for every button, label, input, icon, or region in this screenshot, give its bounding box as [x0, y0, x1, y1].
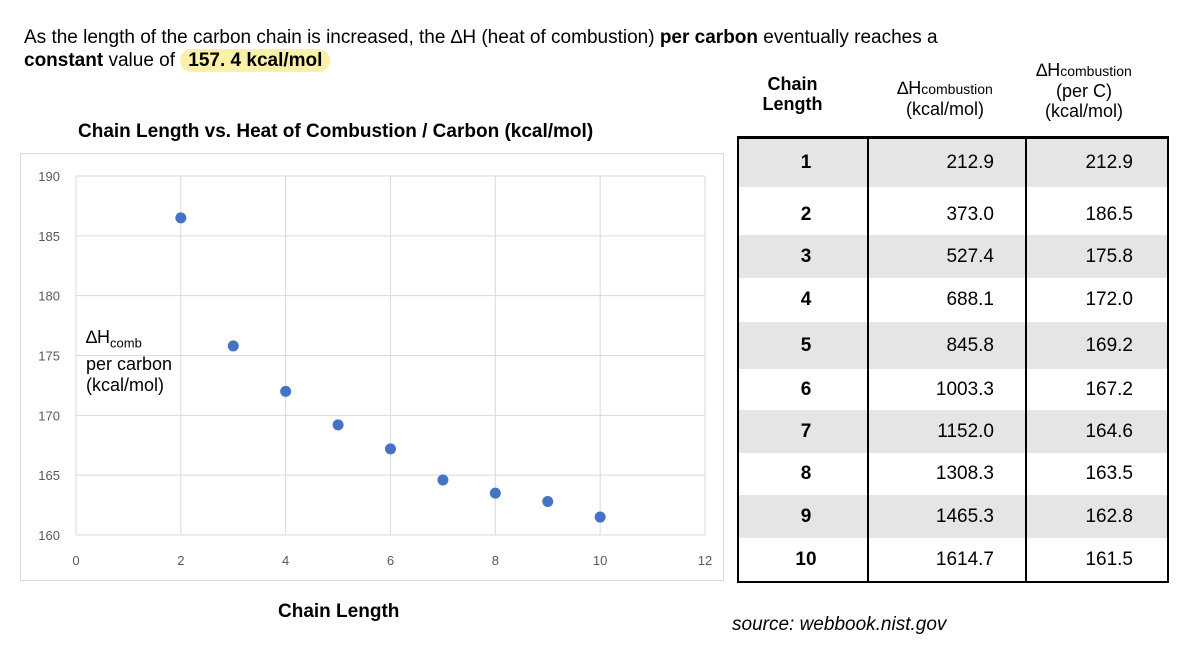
- dh-combustion-cell: 1614.7: [935, 549, 994, 570]
- chain-length-cell: 7: [800, 421, 812, 442]
- dh-per-carbon-cell: 162.8: [1085, 506, 1133, 527]
- scatter-chart: 160 165 170 175 180 185 190 0 2 4 6 8 10 12: [38, 169, 712, 568]
- dh-combustion-cell: 212.9: [946, 152, 994, 173]
- dh-per-carbon-cell: 212.9: [1085, 152, 1133, 173]
- dh-per-carbon-cell: 167.2: [1085, 379, 1133, 400]
- dh-combustion-cell: 1003.3: [935, 379, 994, 400]
- header-chain-length-line1: Chain: [767, 74, 818, 94]
- chart-title: Chain Length vs. Heat of Combustion / Ca…: [78, 121, 594, 142]
- x-tick-label: 0: [72, 553, 79, 568]
- table-row: 2 373.0 186.5: [739, 194, 1167, 235]
- table-row: 10 1614.7 161.5: [739, 538, 1167, 581]
- chain-length-cell: 4: [800, 289, 812, 310]
- table-row: 3 527.4 175.8: [739, 235, 1167, 278]
- data-point: [332, 419, 344, 431]
- header-dh-sub: combustion: [921, 81, 993, 97]
- y-tick-label: 160: [38, 528, 60, 543]
- column-divider: [1025, 139, 1027, 581]
- table-row: 1 212.9 212.9: [739, 139, 1167, 187]
- y-tick-label: 165: [38, 468, 60, 483]
- data-point: [280, 385, 292, 397]
- data-point: [489, 487, 501, 499]
- chain-length-cell: 3: [800, 246, 812, 267]
- dh-combustion-cell: 373.0: [946, 204, 994, 225]
- table-row: 6 1003.3 167.2: [739, 369, 1167, 410]
- dh-per-carbon-cell: 169.2: [1085, 335, 1133, 356]
- header-dh-main: ∆H: [897, 78, 922, 98]
- x-tick-label: 12: [698, 553, 712, 568]
- dh-per-carbon-cell: 186.5: [1085, 204, 1133, 225]
- x-axis-label: Chain Length: [278, 601, 400, 622]
- dh-combustion-cell: 1308.3: [935, 463, 994, 484]
- data-point: [227, 340, 239, 352]
- chain-length-cell: 8: [800, 463, 812, 484]
- table-row: 7 1152.0 164.6: [739, 410, 1167, 453]
- data-point: [175, 212, 187, 224]
- intro-bold2: constant: [24, 50, 104, 71]
- table-body: 1 212.9 212.9 2 373.0 186.5 3 527.4 175.8 4 688.1 1…: [737, 136, 1169, 583]
- intro-part1: As the length of the carbon chain is inc…: [24, 27, 660, 48]
- dh-combustion-cell: 845.8: [946, 335, 994, 356]
- table-row: 5 845.8 169.2: [739, 322, 1167, 369]
- table-row: 9 1465.3 162.8: [739, 495, 1167, 538]
- column-divider: [867, 139, 869, 581]
- chain-length-cell: 10: [795, 549, 817, 570]
- chain-length-cell: 1: [800, 152, 812, 173]
- dh-combustion-cell: 1152.0: [937, 421, 994, 442]
- header-perc-unit: (kcal/mol): [1044, 101, 1123, 121]
- intro-text: As the length of the carbon chain is inc…: [24, 26, 1144, 72]
- dh-per-carbon-cell: 163.5: [1085, 463, 1133, 484]
- x-tick-label: 6: [387, 553, 394, 568]
- plot-frame: [20, 153, 724, 581]
- y-label-sub: comb: [110, 335, 142, 351]
- header-perc-line2: (per C): [1055, 81, 1112, 101]
- y-tick-label: 190: [38, 169, 60, 184]
- constant-value-highlight: 157. 4 kcal/mol: [180, 49, 331, 72]
- table-row: 4 688.1 172.0: [739, 278, 1167, 322]
- header-perc-main: ∆H: [1036, 60, 1061, 80]
- dh-combustion-cell: 527.4: [946, 246, 994, 267]
- table-row: 8 1308.3 163.5: [739, 453, 1167, 495]
- dh-per-carbon-cell: 175.8: [1085, 246, 1133, 267]
- intro-bold1: per carbon: [659, 27, 759, 48]
- y-tick-label: 175: [38, 349, 60, 364]
- data-table: Chain Length ∆Hcombustion (kcal/mol) ∆Hc…: [735, 60, 1175, 586]
- x-tick-label: 4: [282, 553, 289, 568]
- header-dh-combustion: ∆Hcombustion (kcal/mol): [883, 78, 1007, 119]
- data-point: [385, 443, 396, 455]
- data-point: [437, 474, 449, 486]
- header-dh-per-c: ∆Hcombustion (per C) (kcal/mol): [1022, 60, 1146, 121]
- y-label-main: ∆H: [86, 327, 111, 347]
- x-tick-label: 10: [593, 553, 607, 568]
- data-point: [542, 495, 554, 507]
- dh-per-carbon-cell: 172.0: [1085, 289, 1133, 310]
- header-chain-length-line2: Length: [762, 94, 823, 114]
- x-tick-label: 8: [492, 553, 499, 568]
- y-axis-label: ∆Hcomb per carbon (kcal/mol): [86, 327, 172, 396]
- dh-per-carbon-cell: 161.5: [1085, 549, 1133, 570]
- y-label-line3: (kcal/mol): [86, 374, 165, 395]
- intro-part2: eventually reaches a: [758, 27, 938, 48]
- data-point: [594, 511, 606, 523]
- chain-length-cell: 2: [800, 204, 812, 225]
- dh-combustion-cell: 1465.3: [935, 506, 994, 527]
- header-chain-length: Chain Length: [745, 74, 840, 114]
- y-label-line2: per carbon: [86, 353, 173, 374]
- y-tick-label: 180: [38, 289, 60, 304]
- chain-length-cell: 9: [800, 506, 812, 527]
- intro-part3: value of: [103, 50, 181, 71]
- dh-per-carbon-cell: 164.6: [1085, 421, 1133, 442]
- header-perc-sub: combustion: [1060, 63, 1132, 79]
- dh-combustion-cell: 688.1: [946, 289, 994, 310]
- y-tick-label: 170: [38, 408, 60, 423]
- chain-length-cell: 6: [800, 379, 812, 400]
- y-tick-label: 185: [38, 229, 60, 244]
- source-credit: source: webbook.nist.gov: [732, 614, 947, 635]
- chain-length-cell: 5: [800, 335, 812, 356]
- header-dh-unit: (kcal/mol): [905, 99, 984, 119]
- x-tick-label: 2: [177, 553, 184, 568]
